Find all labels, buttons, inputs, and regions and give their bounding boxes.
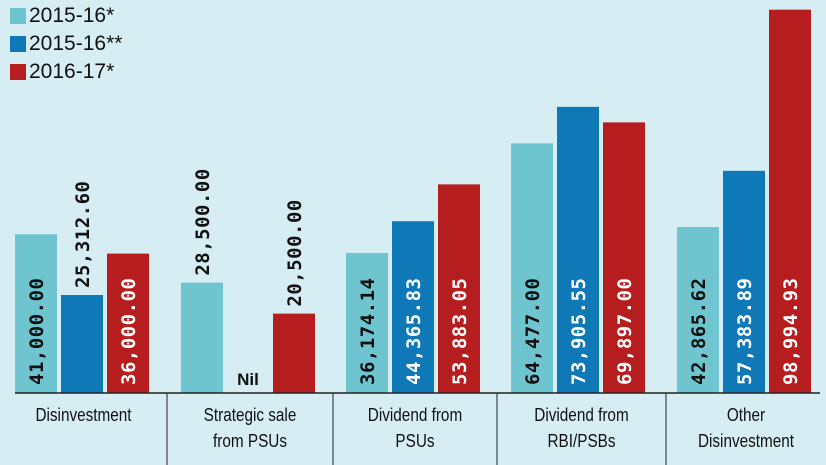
bar-label: 57,383.89	[734, 278, 756, 385]
legend-label: 2015-16*	[29, 4, 115, 27]
bar-label: 25,312.60	[72, 181, 94, 288]
legend-label: 2016-17*	[29, 60, 115, 83]
bar	[603, 122, 645, 394]
bar-label: Nil	[237, 370, 259, 389]
bar-label: 98,994.93	[780, 278, 802, 385]
legend-item: 2015-16*	[10, 2, 122, 30]
bar-label: 42,865.62	[688, 278, 710, 385]
bar-label: 73,905.55	[568, 278, 590, 385]
legend-item: 2015-16**	[10, 30, 122, 58]
bar	[392, 221, 434, 393]
bar	[346, 252, 388, 393]
bar	[107, 253, 149, 393]
x-tick-label: Other Disinvestment	[697, 405, 795, 451]
bar	[557, 106, 599, 393]
legend-item: 2016-17*	[10, 58, 122, 86]
bar	[769, 9, 811, 394]
legend-swatch	[10, 64, 26, 80]
bar	[181, 282, 223, 393]
bar	[61, 294, 103, 393]
bar-label: 53,883.05	[449, 278, 471, 385]
bar-label: 69,897.00	[614, 278, 636, 385]
bar	[677, 227, 719, 393]
bar	[273, 313, 315, 393]
x-tick-label: Strategic sale from PSUs	[203, 405, 297, 451]
bar-label: 41,000.00	[26, 278, 48, 385]
bar-label: 44,365.83	[403, 278, 425, 385]
bar	[438, 184, 480, 393]
x-tick-label: Dividend from PSUs	[367, 405, 463, 451]
bar-label: 64,477.00	[522, 278, 544, 385]
x-tick-label: Disinvestment	[35, 405, 132, 425]
legend-label: 2015-16**	[29, 32, 123, 55]
bar	[723, 170, 765, 393]
legend-swatch	[10, 36, 26, 52]
bar-label: 28,500.00	[192, 168, 214, 275]
bar-label: 36,174.14	[357, 278, 379, 385]
bar-label: 20,500.00	[284, 199, 306, 306]
bar	[15, 234, 57, 393]
bar	[511, 143, 553, 393]
legend: 2015-16* 2015-16** 2016-17*	[10, 2, 122, 86]
bar-label: 36,000.00	[118, 278, 140, 385]
x-tick-label: Dividend from RBI/PSBs	[534, 405, 629, 451]
legend-swatch	[10, 8, 26, 24]
